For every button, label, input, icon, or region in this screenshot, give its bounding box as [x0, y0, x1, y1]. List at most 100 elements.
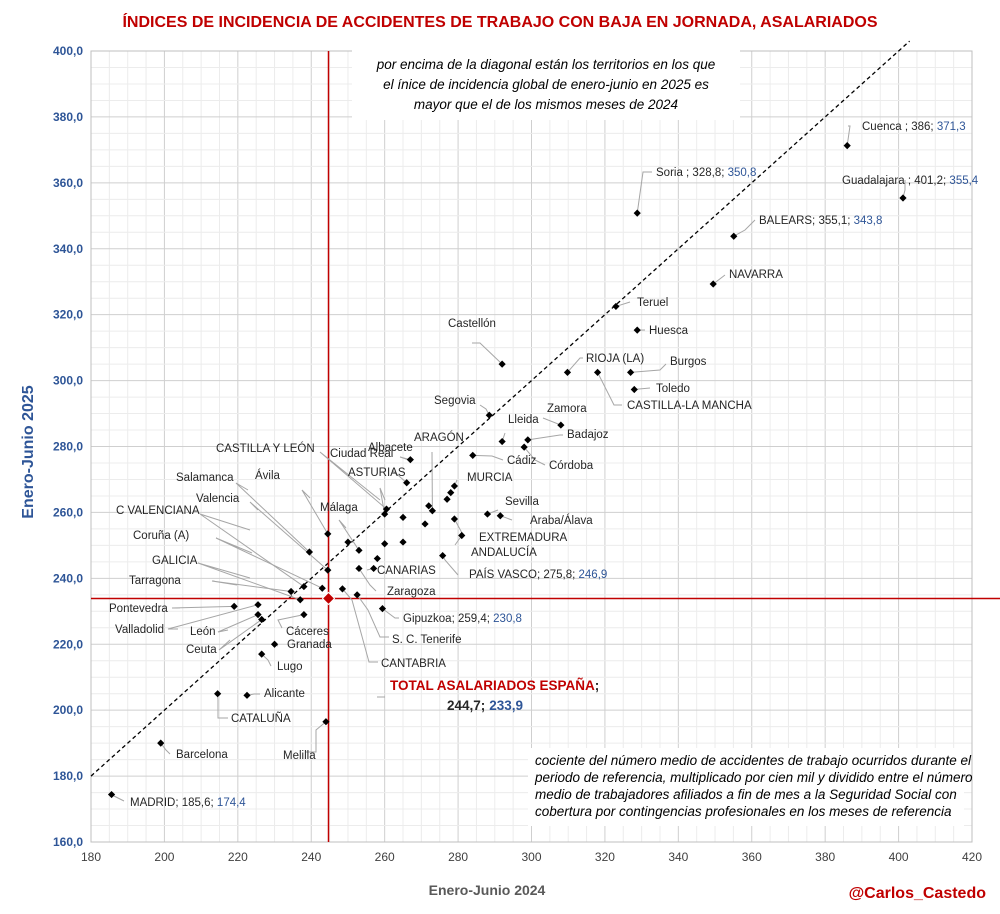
leader-line: [160, 742, 171, 755]
point-marker: [305, 548, 314, 556]
leader-line: [356, 594, 389, 638]
leader-line: [542, 417, 562, 426]
total-label-separator: ;: [595, 678, 600, 693]
point-label: Segovia: [434, 395, 476, 407]
total-label-name: TOTAL ASALARIADOS ESPAÑA: [390, 678, 595, 693]
x-tick-label: 360: [742, 850, 762, 864]
point-marker-unlabeled: [373, 554, 381, 563]
annotation-top-line-3: mayor que el de los mismos meses de 2024: [414, 97, 678, 112]
point-label-name: EXTREMADURA: [479, 532, 568, 544]
point-marker: [450, 482, 459, 490]
point-marker: [450, 515, 459, 523]
point-label-value: 343,8: [854, 215, 883, 227]
point-label: Castellón: [448, 318, 496, 330]
point-marker: [300, 610, 308, 619]
leader-line: [306, 721, 327, 753]
point-label: León: [190, 626, 216, 638]
point-label-name: Cáceres: [286, 626, 329, 638]
point-marker: [243, 691, 251, 699]
point-marker: [633, 326, 641, 334]
point-label-name: MURCIA: [467, 472, 513, 484]
point-marker: [563, 368, 572, 376]
point-marker: [524, 436, 532, 444]
point-label: Soria ; 328,8; 350,8: [656, 167, 756, 179]
point-label: NAVARRA: [729, 269, 783, 281]
point-label-name: Lleida: [508, 414, 539, 426]
point-marker: [355, 564, 363, 573]
point-label: Cádiz: [507, 455, 537, 467]
point-marker-unlabeled: [381, 540, 389, 548]
leader-line: [319, 451, 387, 510]
point-label: Córdoba: [549, 460, 594, 472]
point-label: MADRID; 185,6; 174,4: [130, 797, 246, 809]
point-label: Badajoz: [567, 429, 609, 441]
point-label-name: Ciudad Real: [330, 448, 393, 460]
point-label-name: PAÍS VASCO; 275,8;: [469, 568, 579, 581]
point-marker: [458, 531, 466, 540]
point-label: Toledo: [656, 383, 690, 395]
point-label: BALEARS; 355,1; 343,8: [759, 215, 882, 227]
leader-line: [235, 482, 310, 553]
x-tick-label: 240: [301, 850, 321, 864]
point-marker: [485, 411, 493, 419]
total-label-x: 244,7;: [447, 698, 485, 713]
point-label-name: CASTILLA-LA MANCHA: [627, 400, 752, 412]
y-tick-label: 340,0: [53, 242, 83, 256]
point-marker-unlabeled: [443, 495, 451, 503]
point-label: Burgos: [670, 356, 707, 368]
point-label: CANARIAS: [377, 565, 436, 577]
leader-line: [171, 605, 235, 609]
x-axis-ticks: 180 200 220 240 260 280 300 320 340 360 380 400 420: [81, 850, 982, 864]
point-label-name: RIOJA (LA): [586, 353, 644, 365]
point-label: Ávila: [255, 469, 281, 482]
y-tick-label: 320,0: [53, 308, 83, 322]
point-label-name: Salamanca: [176, 472, 234, 484]
y-tick-label: 400,0: [53, 44, 83, 58]
x-tick-label: 200: [154, 850, 174, 864]
point-label-name: Zamora: [547, 403, 587, 415]
point-label-name: Gipuzkoa; 259,4;: [403, 613, 493, 625]
point-label: Tarragona: [129, 575, 181, 587]
leader-line: [630, 363, 667, 373]
point-label-name: Albacete: [368, 442, 413, 454]
point-marker-unlabeled: [399, 538, 407, 546]
point-marker: [254, 610, 262, 619]
point-label-name: Valladolid: [115, 624, 164, 636]
leader-line: [636, 171, 652, 214]
point-marker: [324, 566, 332, 574]
point-label: Cuenca ; 386; 371,3: [862, 121, 966, 133]
point-label-name: CANTABRIA: [381, 658, 446, 670]
point-label-name: Ávila: [255, 469, 281, 482]
point-label-name: Huesca: [649, 325, 689, 337]
point-label-name: Cádiz: [507, 455, 537, 467]
x-axis-title: Enero-Junio 2024: [429, 882, 546, 898]
point-label: Barcelona: [176, 749, 228, 761]
leader-line: [733, 219, 756, 237]
point-label-value: 246,9: [579, 569, 608, 581]
point-label-name: Segovia: [434, 395, 476, 407]
leader-line: [399, 456, 411, 461]
point-label-name: Zaragoza: [387, 586, 436, 598]
point-label: Zamora: [547, 403, 587, 415]
y-axis-title: Enero-Junio 2025: [20, 385, 37, 518]
point-marker: [324, 530, 332, 538]
point-label-name: Barcelona: [176, 749, 228, 761]
point-label: CANTABRIA: [381, 658, 446, 670]
point-label-name: Guadalajara ; 401,2;: [842, 175, 949, 187]
point-marker-unlabeled: [447, 489, 455, 497]
point-marker: [630, 385, 638, 394]
point-label: MURCIA: [467, 472, 513, 484]
point-label-value: 350,8: [728, 167, 757, 179]
x-tick-label: 280: [448, 850, 468, 864]
x-tick-label: 420: [962, 850, 982, 864]
leader-line: [846, 125, 851, 146]
y-tick-label: 360,0: [53, 176, 83, 190]
point-label-name: Tarragona: [129, 575, 181, 587]
point-label-name: Burgos: [670, 356, 707, 368]
point-label: Ciudad Real: [330, 448, 393, 460]
point-label: Melilla: [283, 750, 316, 762]
leader-line: [342, 588, 378, 663]
leader-line: [249, 501, 329, 571]
leader-line: [211, 580, 292, 593]
